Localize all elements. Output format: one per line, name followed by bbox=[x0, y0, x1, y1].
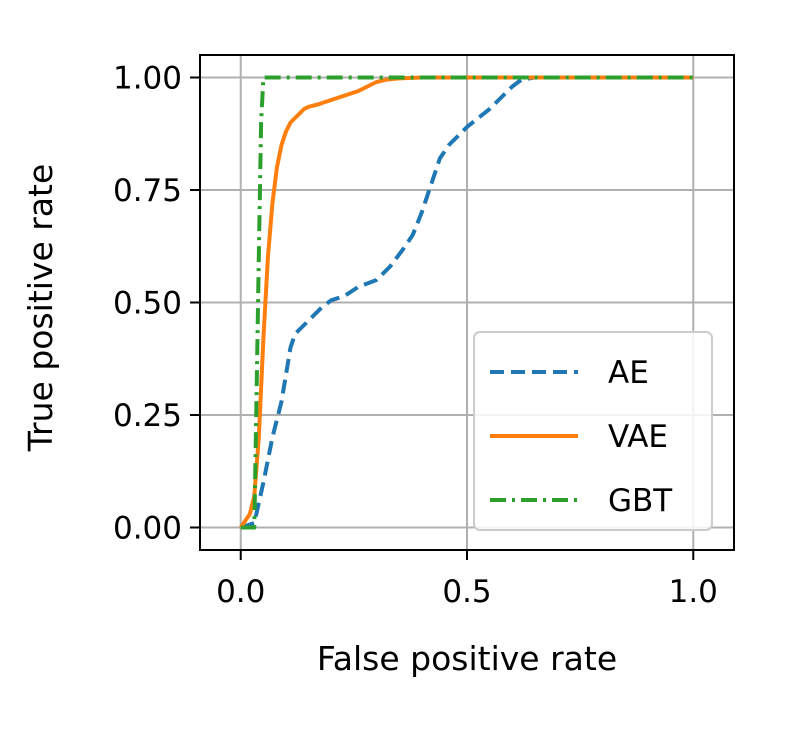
y-tick-label: 0.00 bbox=[113, 511, 182, 547]
legend-label-gbt: GBT bbox=[608, 483, 673, 519]
grid-lines bbox=[200, 55, 734, 550]
series-line-gbt bbox=[240, 75, 694, 530]
y-tick-label: 0.50 bbox=[113, 286, 182, 322]
x-tick-label: 0.5 bbox=[442, 574, 491, 610]
legend: AE VAE GBT bbox=[473, 331, 713, 531]
y-axis-label: True positive rate bbox=[21, 164, 60, 453]
x-axis-label: False positive rate bbox=[317, 639, 617, 678]
y-tick-label: 0.25 bbox=[113, 398, 182, 434]
y-tick-label: 1.00 bbox=[113, 61, 182, 97]
legend-items: AE VAE GBT bbox=[490, 355, 673, 519]
series-line-ae bbox=[240, 75, 694, 530]
x-tick-label: 1.0 bbox=[669, 574, 718, 610]
y-tick-label: 0.75 bbox=[113, 173, 182, 209]
series-lines bbox=[239, 75, 694, 530]
x-tick-label: 0.0 bbox=[216, 574, 265, 610]
axis-ticks: 0.0 0.5 1.0 0.00 0.25 0.50 0.75 1.00 bbox=[113, 61, 718, 611]
legend-label-vae: VAE bbox=[608, 419, 668, 455]
legend-label-ae: AE bbox=[608, 355, 649, 391]
legend-box bbox=[473, 331, 713, 531]
